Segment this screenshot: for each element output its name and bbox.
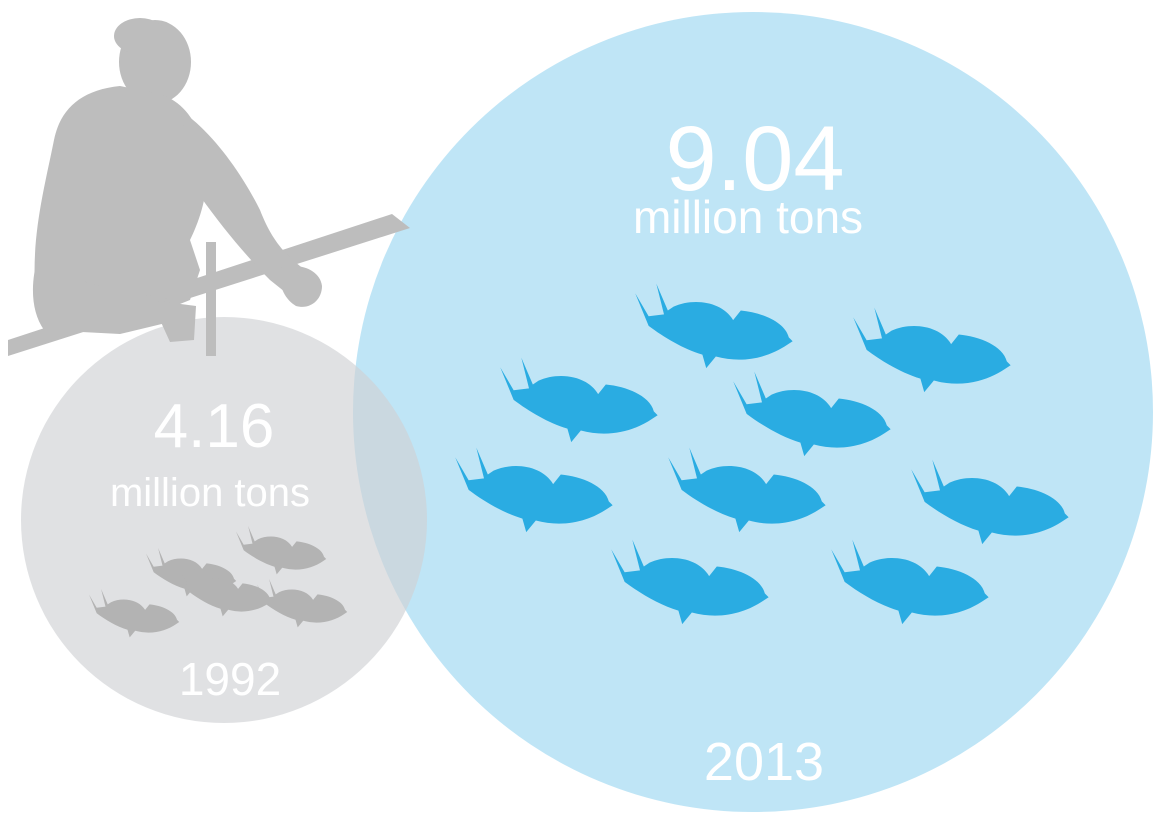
year-1992: 1992 bbox=[179, 653, 281, 705]
value-1992: 4.16 bbox=[154, 392, 275, 461]
unit-1992: million tons bbox=[110, 471, 310, 515]
year-2013: 2013 bbox=[704, 732, 824, 792]
value-2013: 9.04 bbox=[665, 108, 844, 210]
unit-2013: million tons bbox=[633, 191, 863, 243]
fisherman-with-rod-icon bbox=[8, 18, 410, 356]
